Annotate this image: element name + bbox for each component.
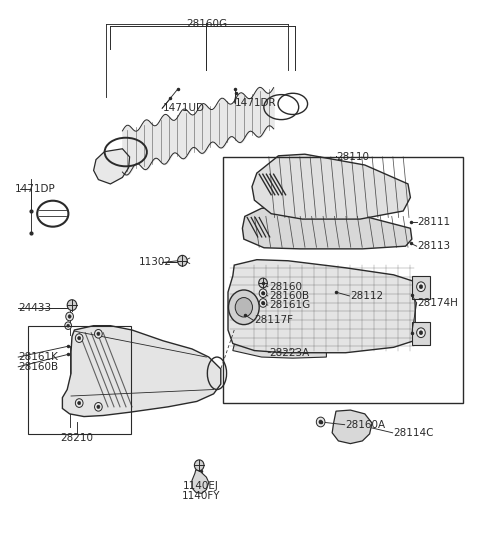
Text: 28160B: 28160B <box>18 362 59 372</box>
Text: 28161K: 28161K <box>18 352 58 362</box>
Text: 11302: 11302 <box>139 258 172 267</box>
Circle shape <box>75 334 83 342</box>
Circle shape <box>419 331 423 335</box>
Circle shape <box>95 403 102 411</box>
Polygon shape <box>233 341 326 358</box>
Text: 28117F: 28117F <box>254 315 293 325</box>
Circle shape <box>228 290 259 325</box>
Polygon shape <box>94 149 130 184</box>
Text: 1471DR: 1471DR <box>235 98 277 108</box>
Circle shape <box>235 298 252 317</box>
Circle shape <box>259 299 267 307</box>
Circle shape <box>262 292 264 295</box>
Circle shape <box>194 460 204 471</box>
Circle shape <box>65 322 72 329</box>
Text: 28112: 28112 <box>350 291 384 301</box>
Circle shape <box>78 337 81 340</box>
Circle shape <box>316 417 325 427</box>
Polygon shape <box>228 260 415 353</box>
Circle shape <box>419 285 423 289</box>
Circle shape <box>178 255 187 266</box>
Circle shape <box>417 282 425 292</box>
Text: 24433: 24433 <box>18 304 51 313</box>
Circle shape <box>95 329 102 338</box>
Text: 28111: 28111 <box>418 217 451 227</box>
Circle shape <box>97 405 100 408</box>
Text: 28161G: 28161G <box>269 300 310 310</box>
Circle shape <box>67 300 77 311</box>
Text: 28223A: 28223A <box>269 348 309 358</box>
Circle shape <box>97 332 100 335</box>
Circle shape <box>417 328 425 338</box>
FancyBboxPatch shape <box>412 322 430 345</box>
Text: 28160: 28160 <box>269 282 302 292</box>
Circle shape <box>68 315 71 318</box>
Polygon shape <box>252 154 410 219</box>
Text: 28160B: 28160B <box>269 291 309 301</box>
Text: 28210: 28210 <box>60 433 93 443</box>
Text: 28160G: 28160G <box>186 19 227 29</box>
Circle shape <box>259 289 267 298</box>
Polygon shape <box>192 470 209 493</box>
Circle shape <box>75 399 83 407</box>
Text: 28174H: 28174H <box>418 298 458 308</box>
Circle shape <box>259 278 267 288</box>
Text: 1471DP: 1471DP <box>14 184 55 194</box>
Text: 1140EJ: 1140EJ <box>183 481 218 491</box>
Text: 1471UD: 1471UD <box>163 103 205 113</box>
Circle shape <box>78 401 81 405</box>
Text: 28160A: 28160A <box>346 420 386 430</box>
Circle shape <box>66 312 73 321</box>
FancyBboxPatch shape <box>412 276 430 299</box>
Text: 28113: 28113 <box>418 241 451 251</box>
Text: 28114C: 28114C <box>394 428 434 438</box>
Polygon shape <box>332 410 372 444</box>
Text: 1140FY: 1140FY <box>181 491 220 501</box>
Text: 28110: 28110 <box>336 152 369 162</box>
Polygon shape <box>62 326 221 417</box>
Polygon shape <box>242 207 412 249</box>
Circle shape <box>67 324 70 327</box>
Circle shape <box>262 301 264 305</box>
Circle shape <box>319 420 323 424</box>
